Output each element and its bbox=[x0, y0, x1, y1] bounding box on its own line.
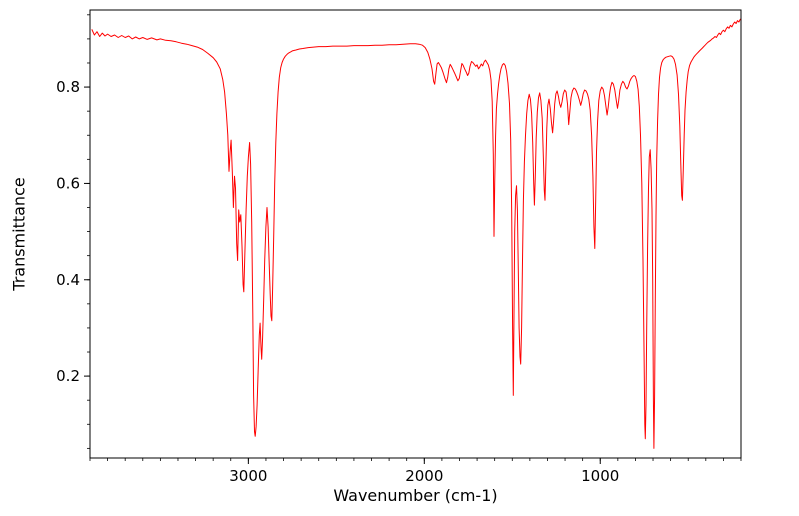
y-tick-label: 0.6 bbox=[56, 174, 80, 192]
x-axis-label: Wavenumber (cm-1) bbox=[333, 486, 498, 505]
spectrum-line bbox=[91, 18, 742, 449]
y-tick-label: 0.2 bbox=[56, 367, 80, 385]
y-axis-label: Transmittance bbox=[9, 177, 29, 291]
plot-frame bbox=[89, 9, 742, 459]
y-tick-label: 0.4 bbox=[56, 271, 80, 289]
x-tick-label: 1000 bbox=[581, 467, 619, 485]
y-tick-label: 0.8 bbox=[56, 78, 80, 96]
x-tick-label: 3000 bbox=[229, 467, 267, 485]
x-tick-label: 2000 bbox=[405, 467, 443, 485]
